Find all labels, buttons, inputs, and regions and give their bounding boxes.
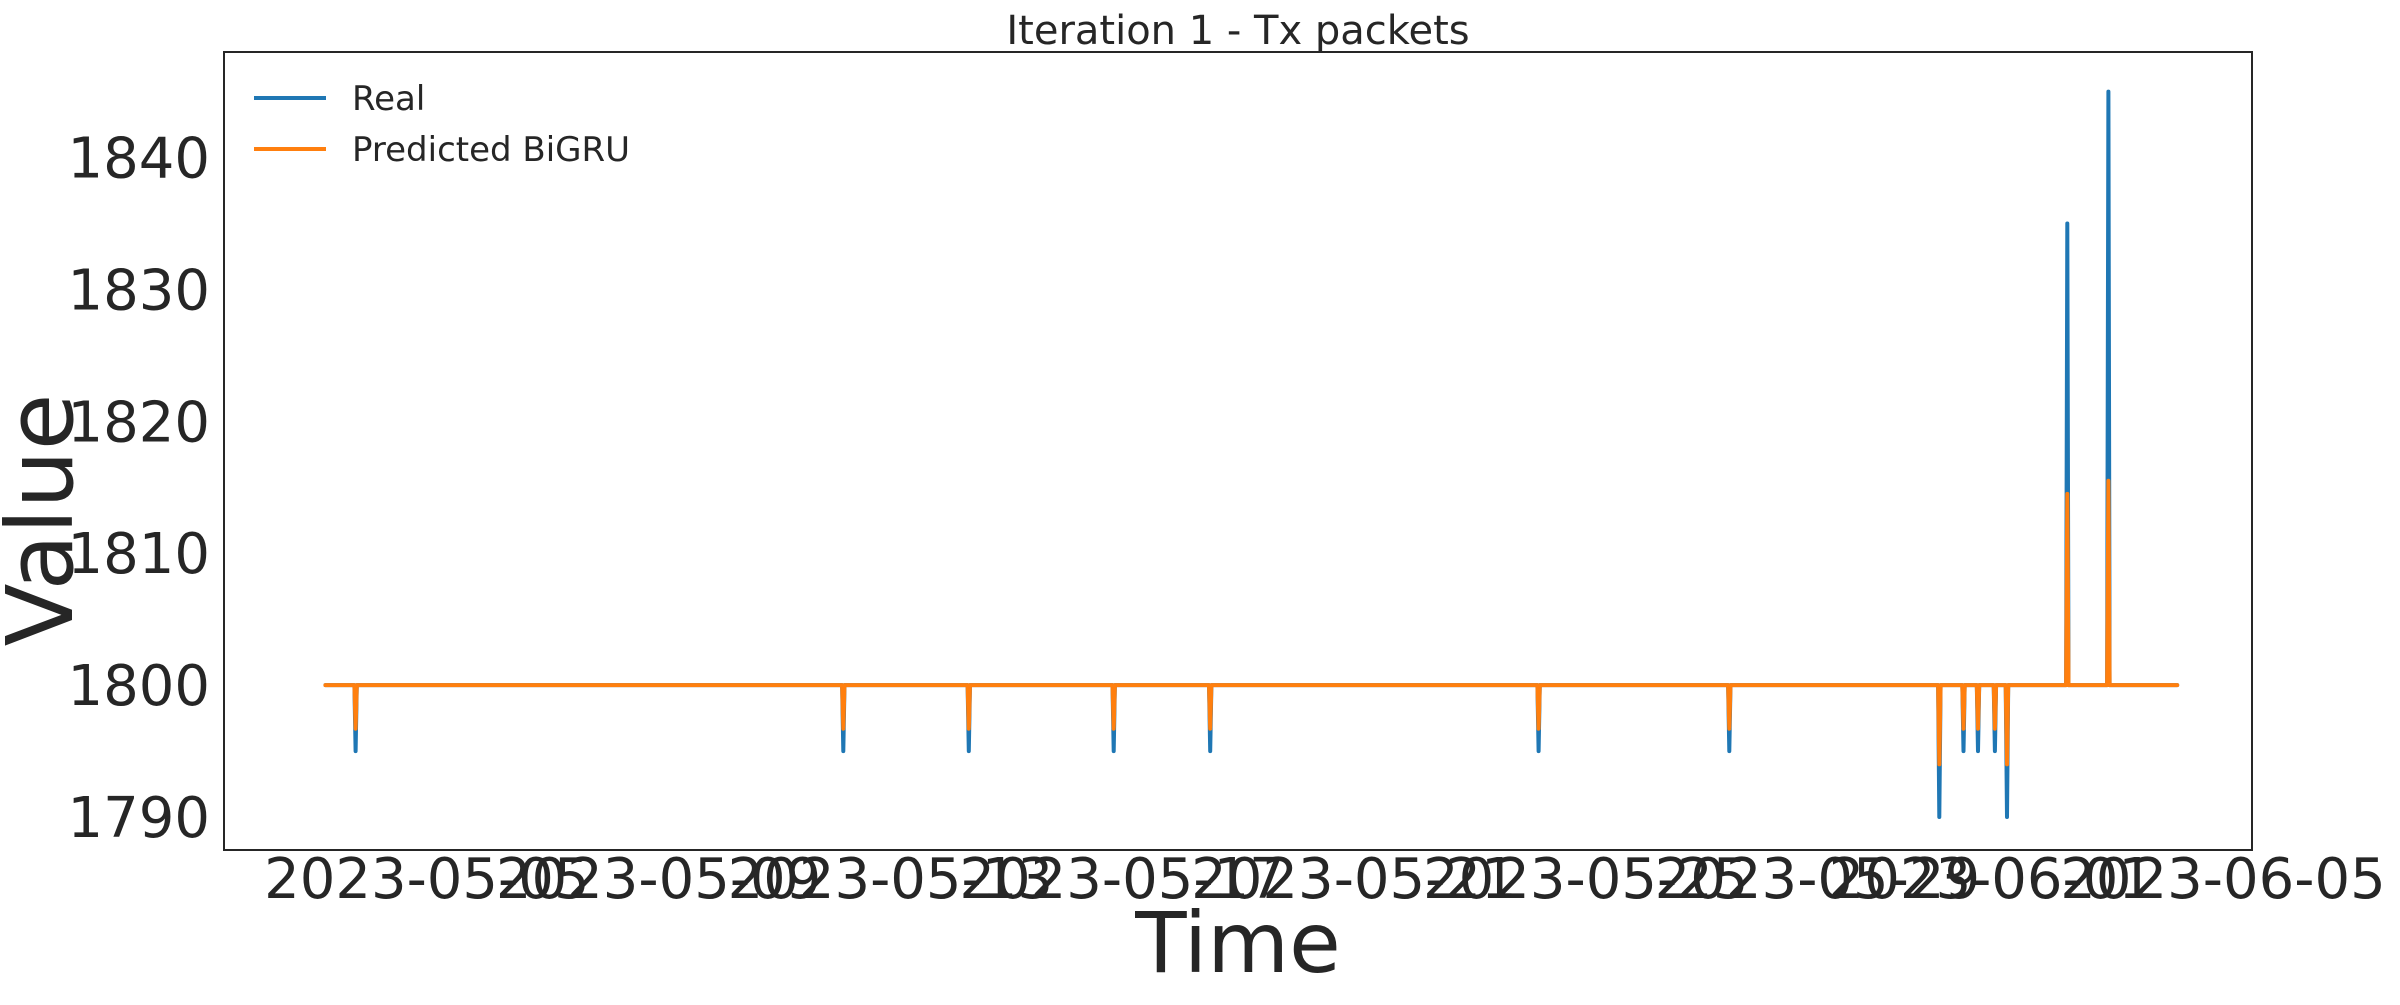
plot-area-frame [223,51,2253,851]
y-tick-labels: 1790 1800 1810 1820 1830 1840 [67,127,210,852]
x-tick-label: 2023-05-21 [1191,847,1516,912]
x-tick-label: 2023-05-17 [959,847,1284,912]
x-tick-label: 2023-05-05 [264,847,589,912]
x-tick-label: 2023-06-01 [1829,847,2154,912]
y-tick-label: 1820 [67,390,210,455]
y-axis-label: Value [0,394,94,647]
x-tick-label: 2023-05-09 [496,847,821,912]
x-tick-label: 2023-05-13 [728,847,1053,912]
series-line-predicted [323,478,2180,767]
x-tick-label: 2023-06-05 [2060,847,2385,912]
y-tick-label: 1810 [67,522,210,587]
legend-label: Real [352,79,425,119]
y-tick-label: 1830 [67,258,210,323]
series-layer [323,89,2180,819]
x-tick-label: 2023-05-25 [1423,847,1748,912]
y-tick-label: 1800 [67,654,210,719]
x-tick-label: 2023-05-29 [1655,847,1980,912]
x-axis-label: Time [1134,894,1341,992]
legend-label: Predicted BiGRU [352,130,630,170]
chart-title: Iteration 1 - Tx packets [1006,8,1469,54]
x-tick-labels: 2023-05-052023-05-092023-05-132023-05-17… [264,847,2386,912]
y-tick-label: 1790 [67,786,210,851]
y-tick-label: 1840 [67,127,210,192]
legend: Real Predicted BiGRU [254,79,630,170]
